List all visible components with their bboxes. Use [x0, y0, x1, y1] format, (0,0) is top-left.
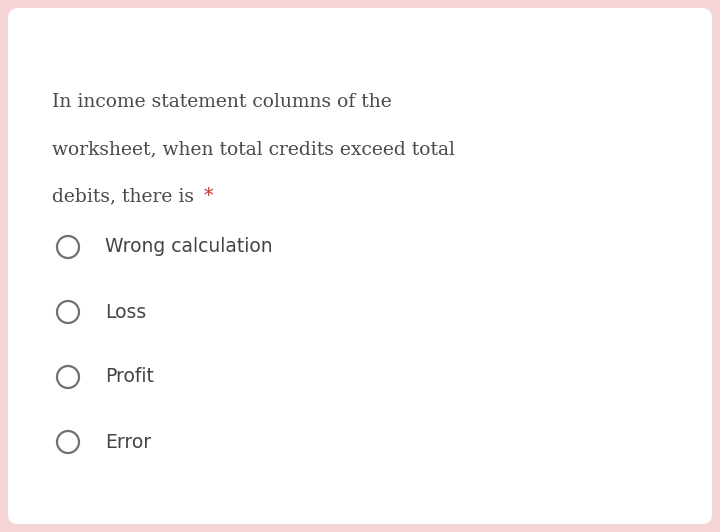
FancyBboxPatch shape [8, 8, 712, 524]
Text: Wrong calculation: Wrong calculation [105, 237, 273, 256]
Text: Profit: Profit [105, 368, 154, 387]
Text: *: * [204, 187, 213, 205]
Text: worksheet, when total credits exceed total: worksheet, when total credits exceed tot… [52, 140, 455, 158]
Text: Error: Error [105, 433, 151, 452]
Text: debits, there is: debits, there is [52, 187, 194, 205]
Text: In income statement columns of the: In income statement columns of the [52, 93, 392, 111]
Text: Loss: Loss [105, 303, 146, 321]
